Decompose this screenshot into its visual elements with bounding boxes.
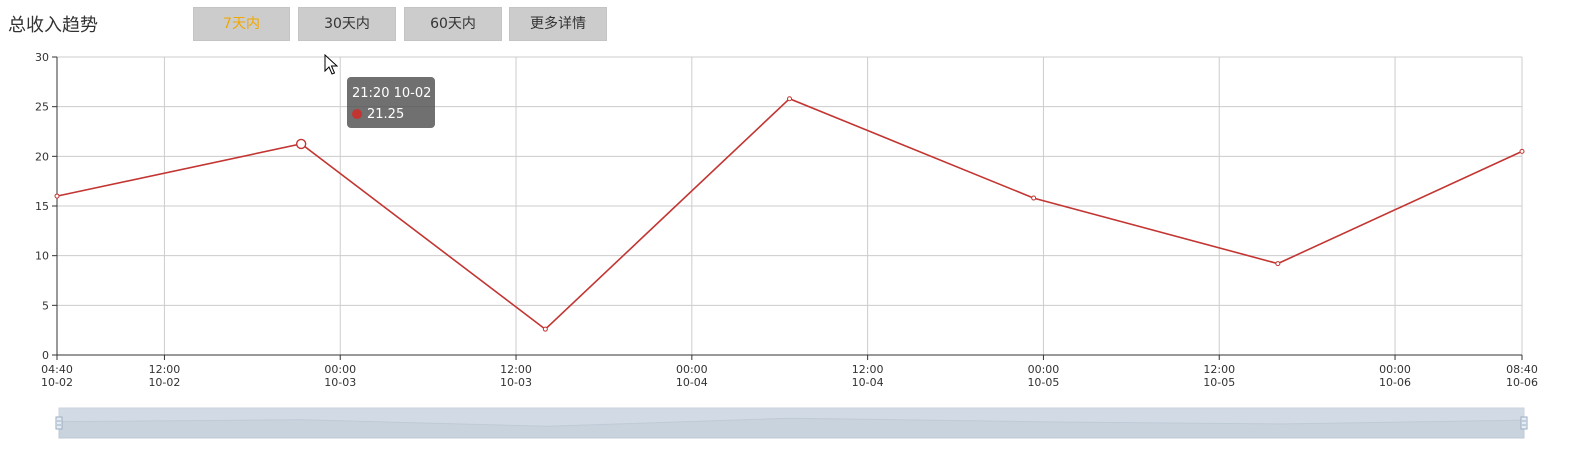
x-tick-label-date: 10-05 [1203, 376, 1235, 389]
chart-axes: 05101520253004:4010-0212:0010-0200:0010-… [35, 51, 1538, 389]
x-tick-label-time: 12:00 [149, 363, 181, 376]
tooltip-time: 21:20 10-02 [352, 86, 432, 101]
y-tick-label: 20 [35, 150, 49, 163]
tooltip-value: 21.25 [367, 107, 405, 122]
mouse-cursor-icon [324, 54, 338, 75]
chart-tooltip: 21:20 10-02 21.25 [347, 77, 435, 128]
y-tick-label: 30 [35, 51, 49, 64]
y-tick-label: 25 [35, 101, 49, 114]
range-30-days-button[interactable]: 30天内 [298, 7, 396, 41]
datazoom-right-handle[interactable] [1520, 416, 1528, 430]
x-tick-label-date: 10-05 [1027, 376, 1059, 389]
x-tick-label-time: 00:00 [676, 363, 708, 376]
x-tick-label-time: 12:00 [1203, 363, 1235, 376]
x-tick-label-date: 10-03 [324, 376, 356, 389]
datazoom-left-handle[interactable] [55, 416, 63, 430]
range-60-days-button[interactable]: 60天内 [404, 7, 502, 41]
series-layer[interactable] [54, 96, 1525, 332]
x-tick-label-date: 10-06 [1379, 376, 1411, 389]
x-tick-label-time: 00:00 [324, 363, 356, 376]
chart-grid [56, 56, 1523, 355]
y-tick-label: 15 [35, 200, 49, 213]
data-point[interactable] [1275, 261, 1281, 267]
tooltip-value-row: 21.25 [352, 104, 435, 125]
x-tick-label-date: 10-06 [1506, 376, 1538, 389]
data-point[interactable] [1031, 195, 1037, 201]
x-tick-label-date: 10-02 [41, 376, 73, 389]
y-tick-label: 10 [35, 250, 49, 263]
x-tick-label-time: 08:40 [1506, 363, 1538, 376]
x-tick-label-time: 00:00 [1379, 363, 1411, 376]
series-line [56, 97, 1523, 331]
data-point[interactable] [1519, 148, 1525, 154]
series-color-dot [352, 109, 362, 119]
more-details-button[interactable]: 更多详情 [509, 7, 607, 41]
x-tick-label-date: 10-04 [852, 376, 884, 389]
page-title: 总收入趋势 [8, 15, 98, 36]
highlighted-data-point[interactable] [295, 138, 307, 150]
x-tick-label-time: 04:40 [41, 363, 73, 376]
x-tick-label-date: 10-03 [500, 376, 532, 389]
x-tick-label-time: 00:00 [1028, 363, 1060, 376]
x-tick-label-date: 10-02 [148, 376, 180, 389]
y-tick-label: 5 [42, 299, 49, 312]
x-tick-label-time: 12:00 [852, 363, 884, 376]
y-tick-label: 0 [42, 349, 49, 362]
chart-header: 总收入趋势 7天内 30天内 60天内 更多详情 [0, 0, 1576, 46]
data-point[interactable] [542, 326, 548, 332]
data-point[interactable] [54, 193, 60, 199]
data-point[interactable] [787, 96, 792, 102]
range-7-days-button[interactable]: 7天内 [193, 7, 290, 41]
x-tick-label-date: 10-04 [676, 376, 708, 389]
data-zoom-slider[interactable] [55, 407, 1528, 439]
x-tick-label-time: 12:00 [500, 363, 532, 376]
